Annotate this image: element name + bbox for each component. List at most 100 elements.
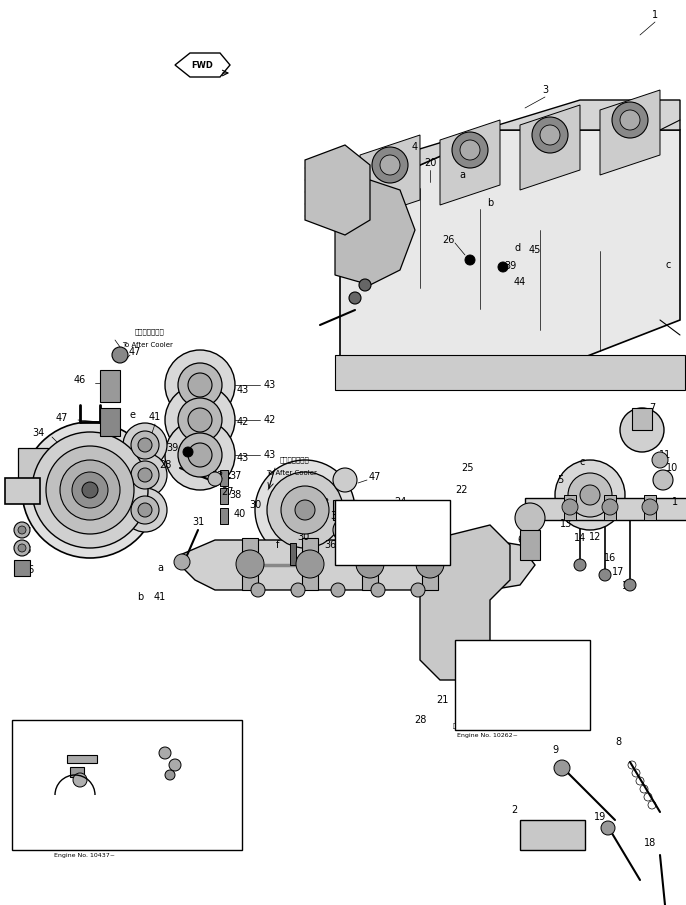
Circle shape (642, 499, 658, 515)
Text: Engine No. 10262~: Engine No. 10262~ (340, 559, 401, 565)
Text: 33A: 33A (331, 511, 349, 521)
Circle shape (188, 443, 212, 467)
Circle shape (601, 821, 615, 835)
Text: 30: 30 (249, 500, 261, 510)
Text: 1: 1 (465, 133, 471, 143)
Circle shape (18, 544, 26, 552)
Text: 33A: 33A (410, 542, 426, 551)
Text: 30: 30 (297, 532, 309, 542)
Circle shape (123, 423, 167, 467)
Text: 33: 33 (317, 498, 329, 508)
Text: FWD: FWD (191, 61, 213, 70)
Circle shape (465, 255, 475, 265)
Text: 適用号機: 適用号機 (338, 551, 353, 557)
Text: 16: 16 (485, 716, 495, 725)
Text: 35: 35 (366, 505, 378, 515)
Circle shape (138, 503, 152, 517)
Circle shape (612, 102, 648, 138)
Circle shape (123, 453, 167, 497)
Circle shape (183, 447, 193, 457)
Text: 28: 28 (159, 460, 172, 470)
Circle shape (296, 550, 324, 578)
Text: 24: 24 (394, 497, 406, 507)
Circle shape (652, 452, 668, 468)
Text: 22: 22 (456, 485, 469, 495)
Circle shape (540, 125, 560, 145)
Circle shape (333, 468, 357, 492)
Circle shape (331, 583, 345, 597)
Text: 41: 41 (149, 412, 161, 422)
Circle shape (236, 550, 264, 578)
Text: 48: 48 (194, 757, 206, 767)
Bar (5, 478, 40, 504)
Bar (520, 530, 540, 560)
Text: 32: 32 (212, 471, 224, 481)
Circle shape (131, 461, 159, 489)
Text: 50: 50 (109, 746, 121, 756)
Circle shape (602, 499, 618, 515)
Text: 43: 43 (237, 453, 249, 463)
Text: 44: 44 (514, 277, 526, 287)
Polygon shape (360, 135, 420, 220)
Text: 18: 18 (644, 838, 656, 848)
Text: 3: 3 (542, 85, 548, 95)
Circle shape (188, 373, 212, 397)
Text: 39: 39 (504, 261, 516, 271)
Text: 14: 14 (574, 533, 586, 543)
Circle shape (411, 583, 425, 597)
Bar (422, 538, 438, 590)
Text: 15: 15 (622, 581, 634, 591)
Circle shape (574, 559, 586, 571)
Circle shape (165, 770, 175, 780)
Circle shape (165, 385, 235, 455)
Bar (520, 820, 585, 850)
Bar (335, 500, 450, 565)
Circle shape (281, 486, 329, 534)
Circle shape (82, 482, 98, 498)
Circle shape (165, 350, 235, 420)
Circle shape (498, 262, 508, 272)
Text: f: f (276, 540, 280, 550)
Text: e: e (129, 410, 135, 420)
Text: 47: 47 (374, 527, 386, 537)
Text: 8: 8 (615, 737, 621, 747)
Text: 46: 46 (369, 500, 381, 510)
Text: 37: 37 (229, 471, 241, 481)
Text: 16A: 16A (482, 706, 498, 715)
Text: 16: 16 (604, 553, 616, 563)
Text: 47: 47 (129, 347, 141, 357)
Polygon shape (340, 100, 680, 200)
Text: a: a (157, 563, 163, 573)
Circle shape (138, 438, 152, 452)
Text: 48: 48 (102, 760, 114, 770)
Text: 5: 5 (557, 475, 563, 485)
Text: アフタクーラへ: アフタクーラへ (135, 329, 165, 336)
Text: 42: 42 (264, 415, 276, 425)
Circle shape (131, 431, 159, 459)
Bar (14, 560, 30, 576)
Bar (455, 640, 590, 730)
Text: To After Cooler: To After Cooler (123, 342, 174, 348)
Polygon shape (340, 130, 680, 390)
Bar (564, 495, 576, 520)
Circle shape (452, 132, 488, 168)
Bar (302, 538, 318, 590)
Circle shape (72, 472, 108, 508)
Polygon shape (305, 145, 370, 235)
Polygon shape (600, 90, 660, 175)
Text: 49: 49 (77, 776, 89, 786)
Circle shape (138, 468, 152, 482)
Text: 43: 43 (264, 450, 276, 460)
Bar (333, 500, 357, 520)
Circle shape (580, 485, 600, 505)
Text: 42: 42 (237, 417, 249, 427)
Circle shape (178, 363, 222, 407)
Bar (644, 495, 656, 520)
Text: d: d (515, 243, 521, 253)
Bar (242, 538, 258, 590)
Text: 34: 34 (32, 428, 44, 438)
Text: 12: 12 (589, 532, 601, 542)
Bar (70, 767, 84, 777)
Text: アフタクーラへ: アフタクーラへ (280, 457, 310, 463)
Text: c: c (579, 457, 584, 467)
